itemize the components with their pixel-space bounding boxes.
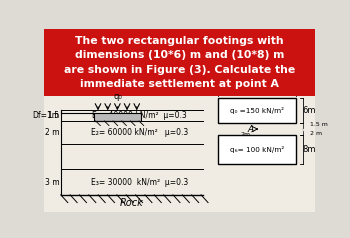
Text: 1.5: 1.5	[47, 111, 59, 120]
Bar	[218, 98, 296, 123]
Text: The two rectangular footings with
dimensions (10*6) m and (10*8) m
are shown in : The two rectangular footings with dimens…	[64, 36, 295, 89]
Text: 2 m: 2 m	[45, 128, 59, 137]
Text: E₂= 60000 kN/m²   μ=0.3: E₂= 60000 kN/m² μ=0.3	[91, 128, 188, 137]
Text: 2 m: 2 m	[310, 131, 322, 136]
Text: 2m: 2m	[241, 132, 251, 137]
Text: q₆= 100 kN/m²: q₆= 100 kN/m²	[230, 146, 284, 153]
Text: Df=1m: Df=1m	[32, 111, 59, 120]
Text: q₀ =150 kN/m²: q₀ =150 kN/m²	[230, 107, 284, 114]
Text: 3 m: 3 m	[45, 178, 59, 187]
Bar	[218, 135, 296, 164]
Text: 10m: 10m	[247, 87, 266, 96]
Bar	[94, 113, 141, 121]
Text: A: A	[247, 124, 254, 134]
Text: q₀: q₀	[113, 92, 122, 101]
Text: 8m: 8m	[303, 145, 316, 154]
Bar	[44, 29, 315, 96]
Text: Rock: Rock	[120, 198, 144, 208]
Text: E₃= 30000  kN/m²  μ=0.3: E₃= 30000 kN/m² μ=0.3	[91, 178, 188, 187]
Text: 6m: 6m	[303, 106, 316, 115]
Text: 1.5 m: 1.5 m	[310, 122, 328, 127]
Bar	[44, 96, 315, 212]
Text: E₁= 40000 kN/m²  μ=0.3: E₁= 40000 kN/m² μ=0.3	[92, 111, 187, 120]
